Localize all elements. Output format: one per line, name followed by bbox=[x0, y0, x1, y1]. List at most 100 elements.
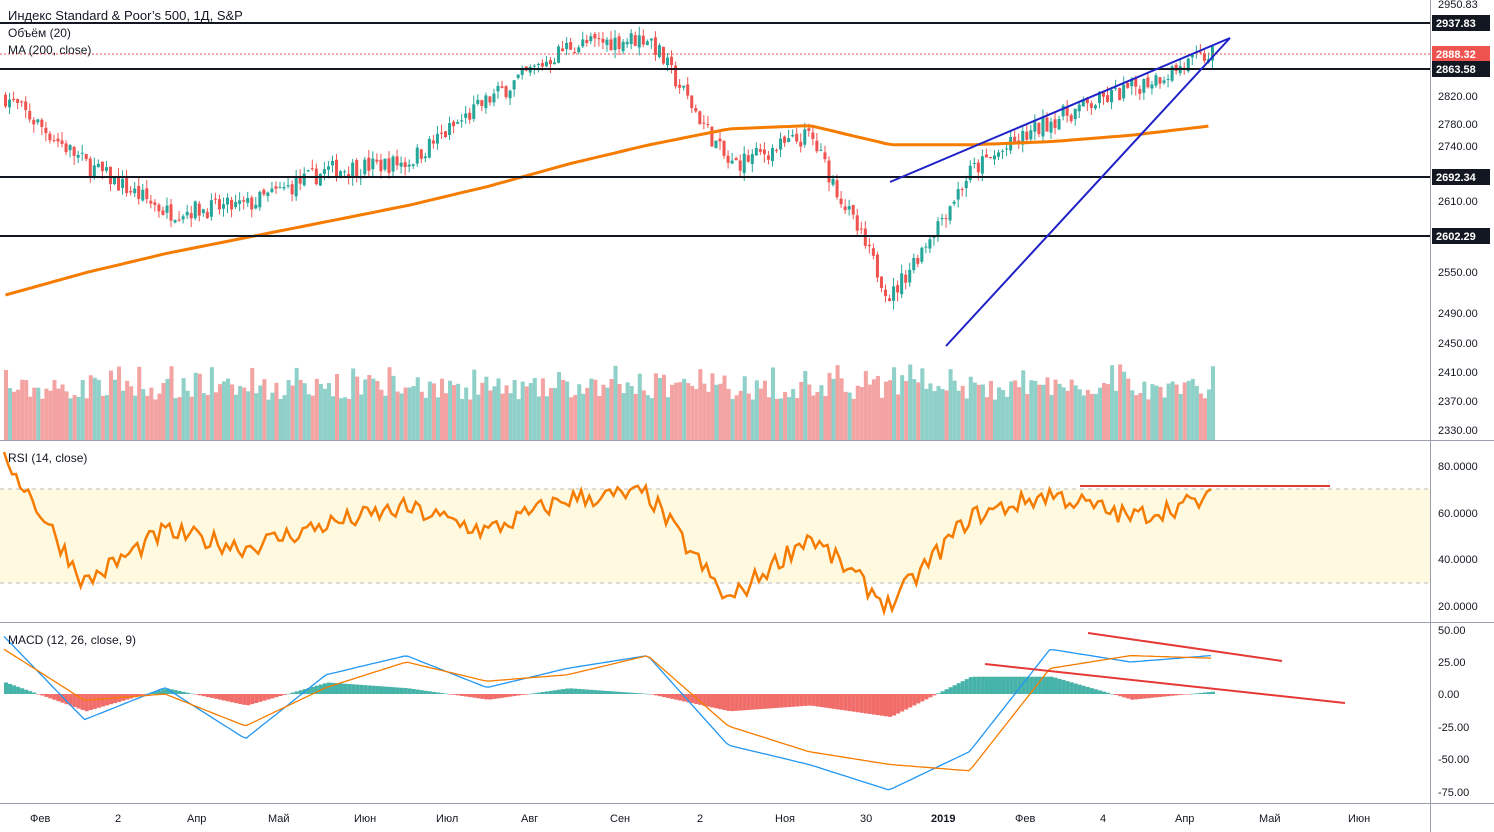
volume-bar bbox=[896, 394, 901, 440]
macd-histogram-bar bbox=[32, 692, 37, 694]
volume-bar bbox=[944, 390, 949, 440]
volume-bar bbox=[621, 393, 626, 440]
candle-body bbox=[169, 204, 173, 221]
candle-body bbox=[117, 175, 121, 191]
macd-histogram-bar bbox=[1089, 688, 1094, 694]
volume-bar bbox=[435, 397, 440, 440]
volume-bar bbox=[710, 373, 715, 440]
price-axis[interactable]: 2950.83 2820.00 2780.00 2740.00 2610.00 … bbox=[1438, 0, 1478, 437]
macd-histogram-bar bbox=[439, 693, 444, 694]
candle-body bbox=[637, 35, 641, 48]
chart-title[interactable]: Индекс Standard & Poor’s 500, 1Д, S&P bbox=[8, 8, 243, 23]
volume-bar bbox=[795, 398, 800, 440]
svg-text:2692.34: 2692.34 bbox=[1436, 172, 1477, 184]
volume-bar bbox=[528, 383, 533, 440]
macd-histogram-bar bbox=[496, 694, 501, 699]
candle-body bbox=[258, 191, 262, 208]
macd-histogram-bar bbox=[904, 694, 909, 710]
candle-body bbox=[347, 173, 351, 177]
macd-divergence-line-top[interactable] bbox=[1087, 632, 1283, 662]
macd-histogram-bar bbox=[516, 694, 521, 696]
time-tick: Сен bbox=[610, 813, 630, 825]
macd-legend[interactable]: MACD (12, 26, close, 9) bbox=[8, 633, 136, 647]
volume-bar bbox=[552, 388, 558, 440]
candle-body bbox=[770, 147, 774, 162]
rsi-legend[interactable]: RSI (14, close) bbox=[8, 451, 87, 465]
volume-bar bbox=[1073, 385, 1078, 440]
time-axis[interactable]: Фев 2 Апр Май Июн Июл Авг Сен 2 Ноя 30 2… bbox=[30, 813, 1370, 825]
macd-histogram-bar bbox=[952, 685, 957, 694]
volume-bar bbox=[770, 367, 776, 440]
volume-bar bbox=[351, 368, 356, 440]
macd-tick: 50.00 bbox=[1438, 625, 1466, 637]
volume-bar bbox=[496, 378, 501, 440]
macd-histogram-bar bbox=[779, 694, 784, 708]
volume-bar bbox=[4, 369, 9, 440]
candle-body bbox=[1134, 77, 1138, 87]
volume-bar bbox=[730, 399, 735, 440]
macd-divergence-line-bottom[interactable] bbox=[984, 663, 1346, 704]
candle-body bbox=[423, 156, 427, 159]
rsi-axis[interactable]: 80.0000 60.0000 40.0000 20.0000 bbox=[1438, 461, 1478, 613]
volume-bar bbox=[706, 391, 711, 440]
macd-histogram-bar bbox=[201, 694, 206, 697]
level-tag-2937: 2937.83 bbox=[1432, 15, 1490, 31]
price-axis-top-label: 2950.83 bbox=[1438, 0, 1478, 11]
macd-histogram-bar bbox=[213, 694, 218, 699]
wedge-upper-trendline[interactable] bbox=[889, 37, 1231, 183]
candle-body bbox=[48, 133, 52, 141]
candle-body bbox=[1033, 121, 1037, 132]
macd-histogram-bar bbox=[52, 694, 57, 700]
macd-histogram-bar bbox=[64, 694, 69, 705]
macd-histogram-bar bbox=[968, 677, 973, 694]
macd-histogram-bar bbox=[1126, 694, 1131, 699]
macd-histogram-bar bbox=[242, 694, 247, 705]
macd-histogram-bar bbox=[936, 693, 941, 694]
macd-histogram-bar bbox=[637, 693, 642, 694]
volume-bar bbox=[310, 395, 315, 440]
macd-histogram-bar bbox=[520, 694, 525, 695]
candle-body bbox=[851, 204, 855, 215]
macd-histogram-bar bbox=[859, 694, 864, 713]
candle-body bbox=[621, 41, 625, 52]
macd-histogram-bar bbox=[165, 688, 170, 694]
volume-bar bbox=[653, 373, 658, 440]
volume-bar bbox=[149, 387, 154, 440]
price-candles bbox=[4, 26, 1214, 310]
volume-bar bbox=[12, 391, 17, 440]
volume-bar bbox=[617, 384, 622, 440]
candle-body bbox=[892, 286, 896, 301]
macd-histogram-bar bbox=[714, 694, 719, 709]
candle-body bbox=[1110, 89, 1114, 103]
macd-axis[interactable]: 50.00 25.00 0.00 -25.00 -50.00 -75.00 bbox=[1438, 625, 1469, 799]
candle-body bbox=[68, 145, 72, 151]
macd-histogram-bar bbox=[387, 686, 392, 694]
volume-bar bbox=[682, 378, 687, 440]
wedge-lower-trendline[interactable] bbox=[945, 37, 1231, 347]
macd-histogram-bar bbox=[908, 694, 913, 708]
candle-body bbox=[1089, 103, 1093, 108]
volume-bar bbox=[815, 392, 820, 440]
macd-histogram-bar bbox=[770, 694, 776, 709]
candle-body bbox=[375, 159, 379, 162]
candle-body bbox=[815, 140, 819, 152]
macd-histogram-bar bbox=[347, 684, 352, 694]
candle-body bbox=[488, 96, 492, 103]
macd-histogram-bar bbox=[226, 694, 231, 702]
ma-legend[interactable]: MA (200, close) bbox=[8, 43, 91, 57]
macd-histogram-bar bbox=[153, 691, 158, 694]
macd-histogram-bar bbox=[290, 692, 295, 694]
candle-body bbox=[1186, 58, 1190, 72]
macd-histogram-bar bbox=[932, 694, 937, 696]
volume-bar bbox=[900, 375, 905, 440]
volume-bar bbox=[674, 382, 679, 440]
macd-histogram-bar bbox=[1005, 676, 1010, 694]
candle-body bbox=[16, 99, 20, 103]
macd-histogram-bar bbox=[730, 694, 735, 712]
macd-histogram-bar bbox=[1106, 692, 1111, 694]
macd-histogram-bar bbox=[500, 694, 505, 698]
volume-bar bbox=[1017, 387, 1022, 440]
candle-body bbox=[585, 39, 589, 43]
volume-legend[interactable]: Объём (20) bbox=[8, 26, 71, 40]
